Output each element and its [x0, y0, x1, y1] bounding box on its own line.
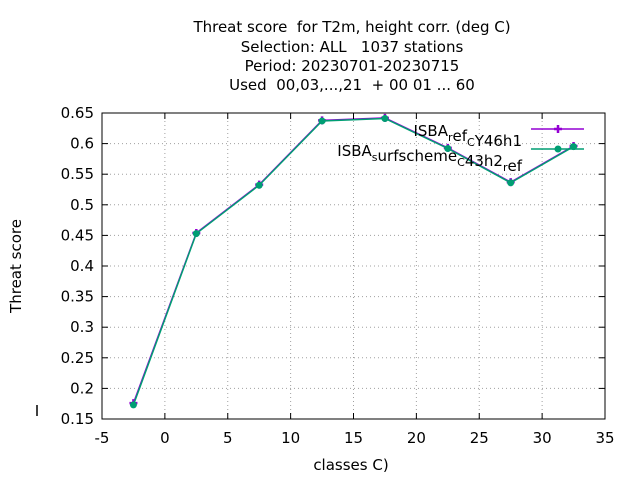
x-axis-label: classes C): [313, 456, 388, 474]
x-tick-label: 35: [595, 429, 614, 447]
y-tick-label: 0.25: [61, 349, 94, 367]
x-tick-label: 30: [533, 429, 552, 447]
legend-marker-2: [554, 145, 562, 153]
legend-text-part: ef: [452, 127, 467, 145]
legend-subscript: C: [457, 156, 465, 169]
tick-labels: 0.15 0.2 0.25 0.3 0.35 0.4 0.45 0.5 0.55 0.6 0.65 -…: [61, 104, 615, 447]
legend-label-2: ISBAsurfschemeC43h2ref: [337, 142, 522, 175]
title-line-2: Selection: ALL 1037 stations: [240, 38, 464, 56]
axis-ticks: [101, 112, 606, 420]
y-tick-label: 0.55: [61, 165, 94, 183]
series-2-point: [444, 144, 452, 152]
y-tick-label: 0.45: [61, 226, 94, 244]
x-tick-label: 20: [407, 429, 426, 447]
legend-marker-1: [554, 125, 562, 133]
series-2: [129, 115, 578, 409]
series-2-point: [318, 117, 326, 125]
y-tick-label: 0.6: [70, 135, 94, 153]
y-axis-label: Threat score: [7, 219, 25, 314]
x-tick-label: 0: [160, 429, 170, 447]
series-2-point: [129, 401, 137, 409]
legend-text-part: Y46h1: [474, 132, 522, 150]
legend-text-part: 43h2: [465, 152, 503, 170]
x-tick-label: -5: [95, 429, 110, 447]
y-tick-label: 0.3: [70, 318, 94, 336]
series-2-line: [132, 117, 574, 406]
x-tick-label: 10: [281, 429, 300, 447]
legend-subscript: s: [372, 151, 378, 164]
legend-text-part: urfscheme: [378, 147, 458, 165]
y-tick-label: 0.35: [61, 288, 94, 306]
series-lines: [129, 113, 578, 409]
y-tick-label: 0.2: [70, 379, 94, 397]
x-tick-label: 5: [223, 429, 233, 447]
legend-text-part: ISBA: [337, 142, 372, 160]
series-2-point: [192, 230, 200, 238]
y-tick-label: 0.65: [61, 104, 94, 122]
title-line-3: Period: 20230701-20230715: [244, 57, 460, 75]
legend-subscript: r: [448, 131, 453, 144]
series-2-point: [381, 115, 389, 123]
series-2-point: [507, 179, 515, 187]
x-tick-label: 15: [344, 429, 363, 447]
legend-subscript: r: [503, 161, 508, 174]
legend-text-part: ef: [507, 157, 522, 175]
series-2-point: [255, 181, 263, 189]
y-tick-label: 0.5: [70, 196, 94, 214]
y-tick-label: 0.4: [70, 257, 94, 275]
y-tick-label: 0.15: [61, 410, 94, 428]
title-line-1: Threat score for T2m, height corr. (deg …: [193, 18, 511, 36]
legend-label-1: ISBArefCY46h1: [413, 122, 522, 150]
legend-text-part: ISBA: [413, 122, 448, 140]
legend-subscript: C: [467, 136, 475, 149]
x-tick-label: 25: [470, 429, 489, 447]
title-line-4: Used 00,03,...,21 + 00 01 ... 60: [229, 76, 475, 94]
